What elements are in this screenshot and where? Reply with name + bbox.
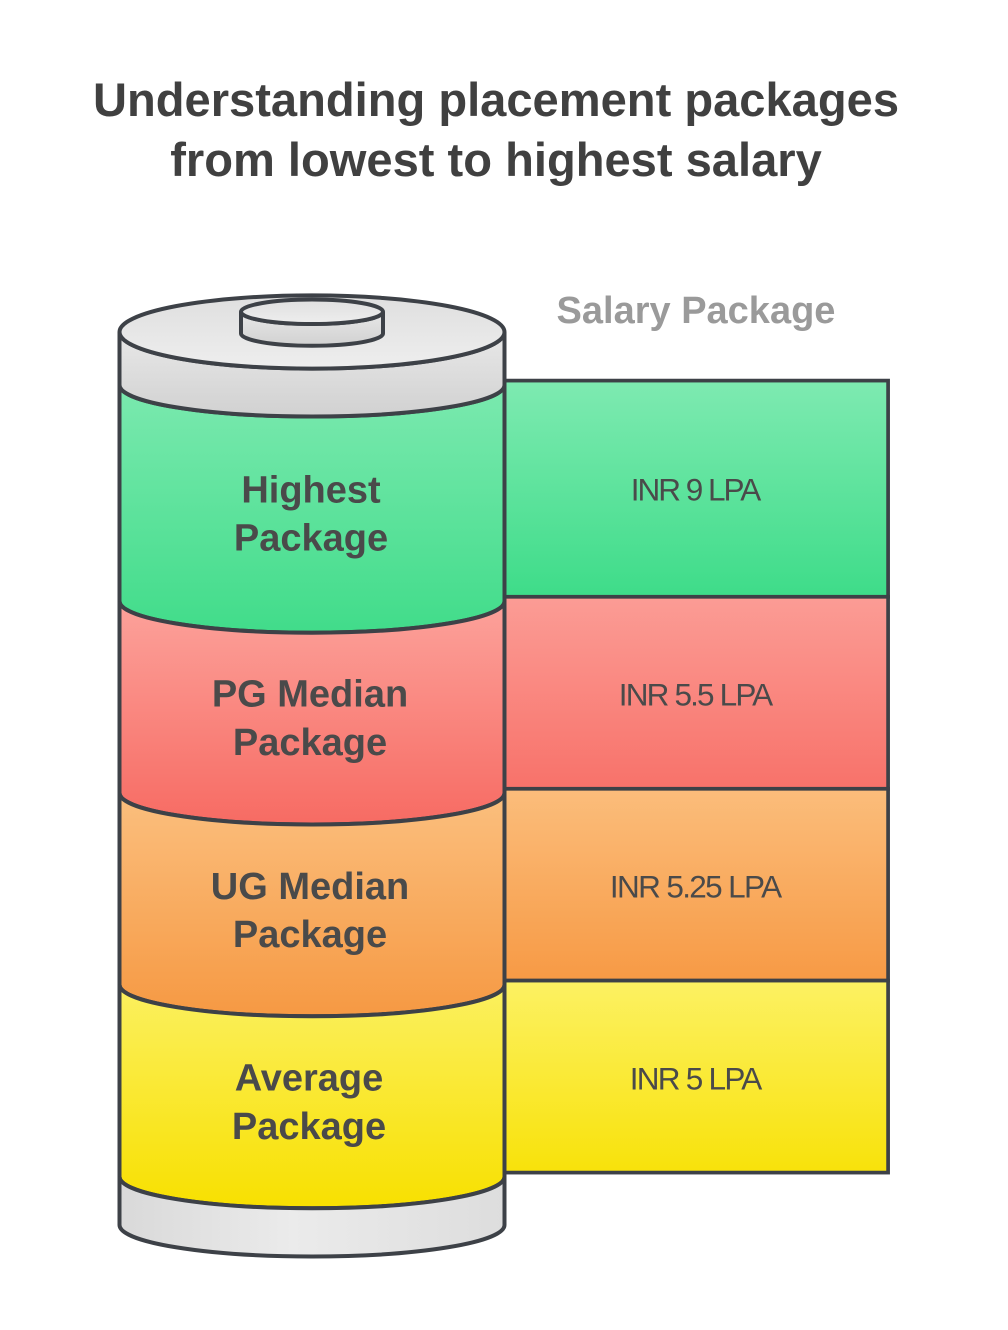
svg-text:UG Median: UG Median	[211, 866, 409, 908]
svg-text:INR 5 LPA: INR 5 LPA	[630, 1061, 763, 1097]
svg-text:Highest: Highest	[241, 469, 381, 511]
svg-text:from lowest to highest salary: from lowest to highest salary	[170, 133, 822, 186]
svg-text:Understanding placement packag: Understanding placement packages	[93, 73, 899, 126]
svg-text:INR 5.25 LPA: INR 5.25 LPA	[610, 868, 782, 904]
svg-text:PG Median: PG Median	[212, 674, 408, 716]
svg-text:INR 9 LPA: INR 9 LPA	[631, 472, 762, 508]
svg-text:Average: Average	[235, 1058, 384, 1100]
svg-text:Package: Package	[232, 1106, 386, 1148]
svg-text:Package: Package	[234, 518, 388, 560]
svg-text:Salary Package: Salary Package	[557, 290, 836, 332]
svg-text:INR 5.5 LPA: INR 5.5 LPA	[619, 677, 773, 713]
svg-text:Package: Package	[233, 914, 387, 956]
svg-text:Package: Package	[233, 722, 387, 764]
